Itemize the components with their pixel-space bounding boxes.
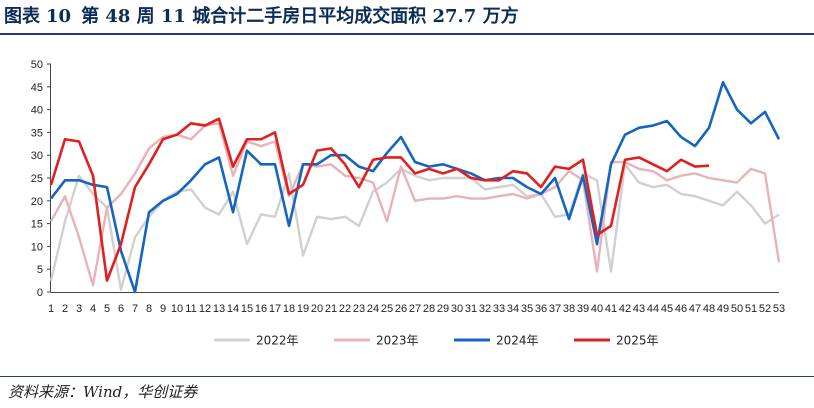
- x-tick-label: 31: [465, 303, 477, 315]
- x-tick-label: 2: [62, 303, 68, 315]
- x-tick-label: 53: [773, 303, 785, 315]
- x-tick-label: 46: [675, 303, 687, 315]
- x-tick-label: 50: [731, 303, 743, 315]
- x-tick-label: 8: [146, 303, 152, 315]
- y-axis: 0 5 10 15 20 25 30 35 40 45 50: [31, 59, 51, 299]
- x-tick-label: 25: [381, 303, 393, 315]
- x-tick-label: 28: [423, 303, 435, 315]
- y-tick-label: 35: [31, 127, 43, 139]
- legend-label: 2024年: [496, 334, 539, 348]
- x-tick-label: 23: [353, 303, 365, 315]
- x-tick-label: 4: [90, 303, 96, 315]
- legend-label: 2022年: [256, 334, 299, 348]
- x-tick-label: 12: [199, 303, 211, 315]
- title-divider: [0, 33, 814, 35]
- legend-label: 2023年: [376, 334, 419, 348]
- x-tick-label: 3: [76, 303, 82, 315]
- x-tick-label: 41: [605, 303, 617, 315]
- x-tick-label: 5: [104, 303, 110, 315]
- series-line-1: [49, 163, 780, 291]
- x-tick-label: 37: [549, 303, 561, 315]
- x-tick-label: 45: [661, 303, 673, 315]
- source-note: 资料来源：Wind，华创证券: [8, 383, 198, 401]
- y-tick-label: 45: [31, 82, 43, 94]
- x-tick-label: 35: [521, 303, 533, 315]
- x-tick-label: 20: [311, 303, 323, 315]
- x-axis: 1 2 3 4 5 6 7 8 9 10 11 12 13 14 15 16 17 18 19 20 21 22 23 24 2…: [48, 292, 785, 315]
- y-tick-label: 5: [37, 264, 43, 276]
- chart-title: 第 48 周 11 城合计二手房日平均成交面积 27.7 万方: [81, 6, 519, 27]
- figure-title: 图表 10 第 48 周 11 城合计二手房日平均成交面积 27.7 万方: [4, 2, 519, 32]
- x-tick-label: 32: [479, 303, 491, 315]
- legend-label: 2025年: [616, 334, 659, 348]
- y-tick-label: 25: [31, 173, 43, 185]
- y-tick-label: 0: [37, 287, 43, 299]
- legend: 2022年 2023年 2024年 2025年: [214, 334, 659, 348]
- x-tick-label: 40: [591, 303, 603, 315]
- x-tick-label: 30: [451, 303, 463, 315]
- x-tick-label: 38: [563, 303, 575, 315]
- x-tick-label: 10: [171, 303, 183, 315]
- source-divider: [0, 376, 814, 377]
- x-tick-label: 26: [395, 303, 407, 315]
- y-tick-label: 10: [31, 241, 43, 253]
- x-tick-label: 16: [255, 303, 267, 315]
- x-tick-label: 18: [283, 303, 295, 315]
- y-tick-label: 15: [31, 219, 43, 231]
- x-tick-label: 22: [339, 303, 351, 315]
- x-tick-label: 36: [535, 303, 547, 315]
- figure-label: 图表: [4, 6, 40, 27]
- y-tick-label: 20: [31, 196, 43, 208]
- x-tick-label: 44: [647, 303, 659, 315]
- x-tick-label: 14: [227, 303, 239, 315]
- x-tick-label: 42: [619, 303, 631, 315]
- x-tick-label: 6: [118, 303, 124, 315]
- y-tick-label: 30: [31, 150, 43, 162]
- x-tick-label: 9: [160, 303, 166, 315]
- x-tick-label: 13: [213, 303, 225, 315]
- x-tick-label: 47: [689, 303, 701, 315]
- y-tick-label: 40: [31, 105, 43, 117]
- x-tick-label: 11: [185, 303, 196, 315]
- x-tick-label: 7: [132, 303, 138, 315]
- x-tick-label: 34: [507, 303, 519, 315]
- x-tick-label: 29: [437, 303, 449, 315]
- series-line-3: [49, 80, 781, 294]
- figure-number: 10: [46, 6, 72, 27]
- x-tick-label: 27: [409, 303, 421, 315]
- x-tick-label: 48: [703, 303, 715, 315]
- x-tick-label: 39: [577, 303, 589, 315]
- x-tick-label: 33: [493, 303, 505, 315]
- x-tick-label: 43: [633, 303, 645, 315]
- x-tick-label: 17: [269, 303, 281, 315]
- x-tick-label: 21: [325, 303, 337, 315]
- x-tick-label: 1: [48, 303, 54, 315]
- series-line-4: [49, 117, 710, 282]
- x-tick-label: 52: [759, 303, 771, 315]
- x-tick-label: 51: [745, 303, 757, 315]
- y-tick-label: 50: [31, 59, 43, 71]
- series-lines: [49, 80, 781, 294]
- x-tick-label: 15: [241, 303, 253, 315]
- x-tick-label: 49: [717, 303, 729, 315]
- x-tick-label: 24: [367, 303, 379, 315]
- x-tick-label: 19: [297, 303, 309, 315]
